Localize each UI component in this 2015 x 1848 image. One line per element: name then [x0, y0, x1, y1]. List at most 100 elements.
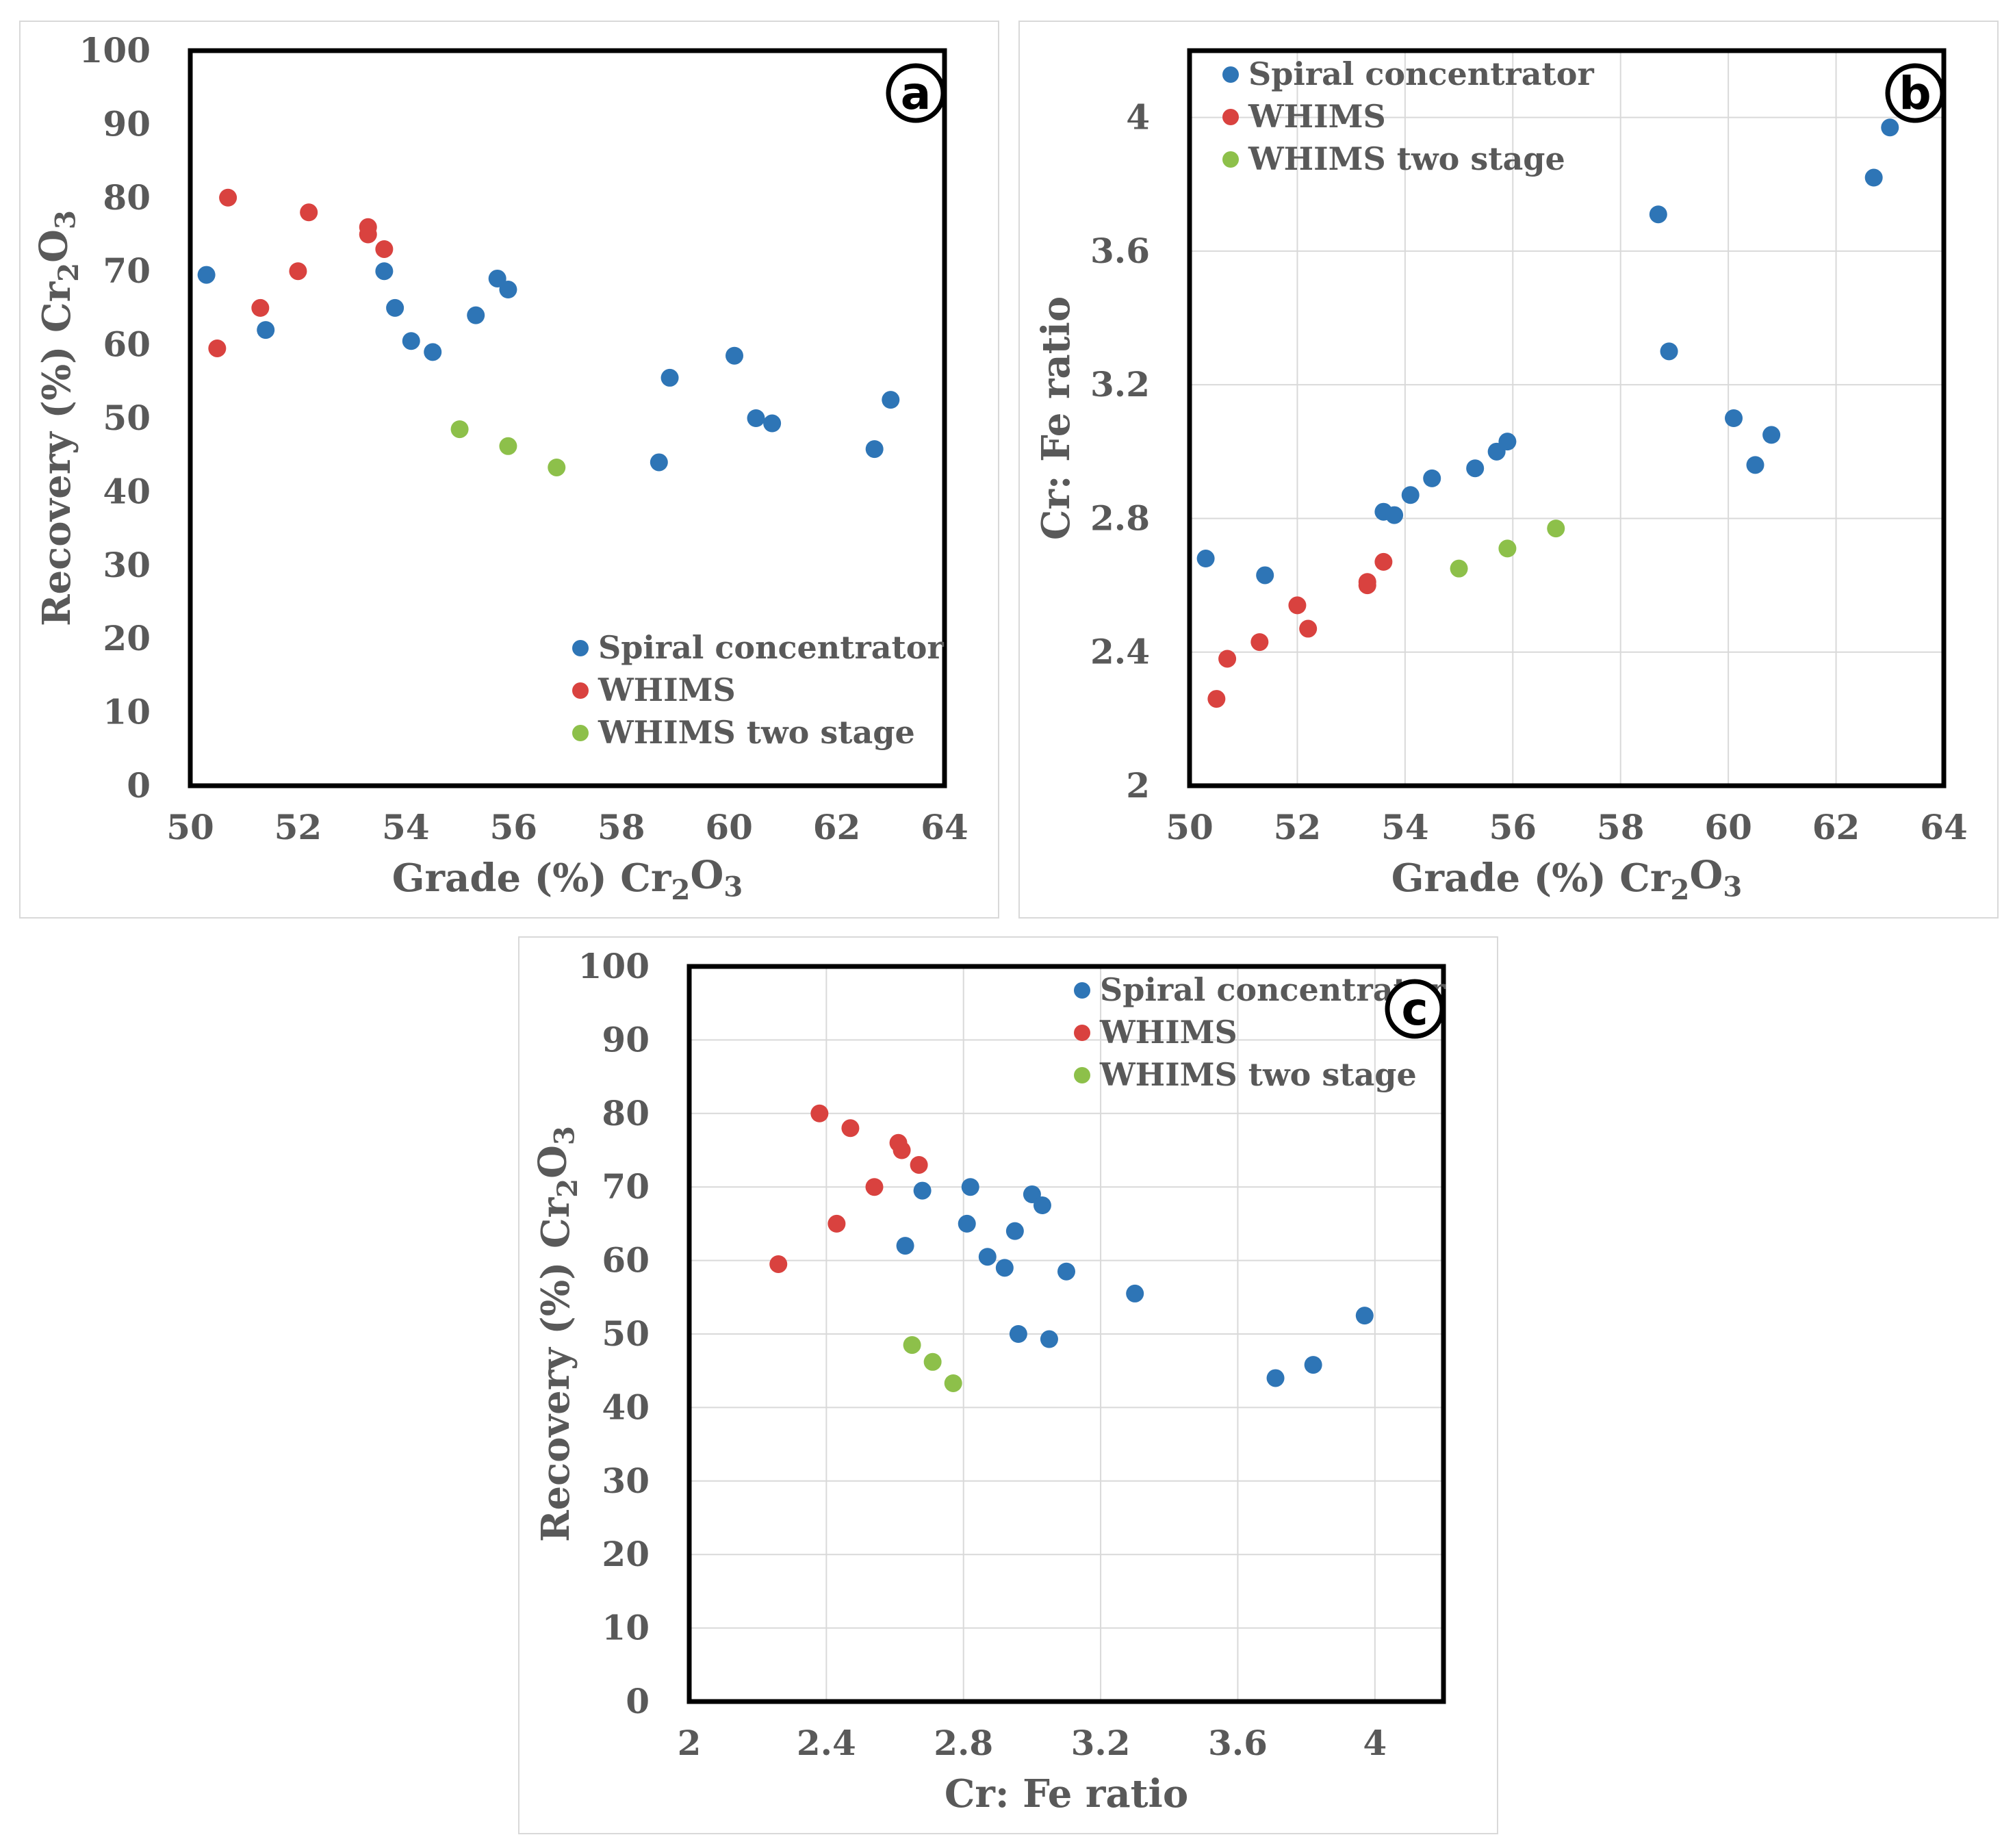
data-point-whims: [1374, 552, 1393, 571]
legend-marker: [572, 640, 589, 656]
y-tick-label: 2: [1126, 765, 1150, 806]
data-point-spiral: [375, 262, 394, 281]
y-tick-label: 10: [602, 1608, 650, 1648]
data-point-whims-two-stage: [944, 1374, 962, 1392]
panel-letter-badge: [1885, 63, 1945, 123]
data-point-whims: [810, 1104, 829, 1122]
data-point-whims: [300, 203, 318, 222]
legend-label: WHIMS: [598, 671, 736, 708]
data-point-spiral: [1423, 469, 1441, 487]
x-tick-label: 56: [1489, 807, 1537, 847]
panel-letter: a: [901, 67, 932, 120]
x-tick-label: 2.4: [797, 1723, 856, 1763]
chart-panel-c: 2 2.4 2.8 3.2 3.6 4 0 10 20 30 40 50 60 70 80 90 100 Cr: …: [518, 936, 1498, 1834]
data-point-whims-two-stage: [499, 437, 517, 455]
y-tick-label: 30: [602, 1461, 650, 1501]
x-axis-title: Grade (%) Cr2O3: [392, 852, 743, 906]
data-point-spiral: [1649, 205, 1667, 224]
x-tick-label: 60: [1704, 807, 1752, 847]
data-point-whims-two-stage: [1547, 519, 1565, 538]
x-axis-title: Grade (%) Cr2O3: [1391, 852, 1743, 906]
data-point-whims-two-stage: [903, 1336, 921, 1355]
legend-marker: [572, 682, 589, 699]
data-point-spiral: [467, 306, 485, 324]
x-tick-label: 58: [598, 807, 645, 847]
y-tick-label: 30: [103, 545, 151, 585]
y-tick-label: 0: [127, 765, 151, 806]
data-point-whims: [769, 1255, 788, 1273]
data-point-spiral: [402, 332, 420, 350]
chart-panel-a: 50 52 54 56 58 60 62 64 0 10 20 30 40 50 60 70 80 90 100 Gr…: [19, 21, 999, 919]
data-point-spiral: [424, 343, 442, 361]
y-tick-label: 20: [103, 618, 151, 658]
data-point-spiral: [1746, 456, 1764, 474]
y-tick-label: 3.2: [1090, 364, 1150, 405]
data-point-spiral: [763, 414, 782, 433]
y-tick-label: 60: [103, 324, 151, 365]
x-tick-label: 52: [274, 807, 322, 847]
data-point-spiral: [1401, 486, 1420, 504]
data-point-spiral: [1005, 1222, 1024, 1240]
x-tick-label: 3.6: [1208, 1723, 1268, 1763]
data-point-spiral: [1498, 433, 1517, 451]
data-point-whims: [359, 225, 377, 244]
y-tick-label: 2.8: [1090, 498, 1150, 538]
x-tick-label: 2.8: [934, 1723, 993, 1763]
data-point-spiral: [747, 409, 765, 427]
data-point-whims: [289, 262, 307, 281]
x-tick-label: 64: [921, 807, 968, 847]
data-point-spiral: [660, 368, 679, 387]
panel-letter-badge: [1385, 979, 1445, 1039]
chart-panel-b: 50 52 54 56 58 60 62 64 2 2.4 2.8 3.2 3.6 4 Grade (%) …: [1018, 21, 1999, 919]
legend-label: WHIMS: [1099, 1014, 1237, 1051]
data-point-whims: [1299, 619, 1318, 638]
data-point-spiral: [650, 453, 668, 472]
data-point-spiral: [896, 1237, 914, 1255]
data-point-spiral: [488, 269, 506, 287]
data-point-whims-two-stage: [1450, 559, 1468, 578]
y-tick-label: 100: [79, 30, 151, 70]
legend-marker: [1074, 1067, 1090, 1083]
data-point-spiral: [961, 1178, 979, 1196]
data-point-whims: [1207, 690, 1226, 708]
y-tick-label: 60: [602, 1240, 650, 1281]
data-point-whims: [910, 1155, 928, 1174]
legend: Spiral concentrator WHIMS WHIMS two stage: [572, 629, 944, 751]
legend-marker: [572, 725, 589, 741]
data-point-whims-two-stage: [1498, 539, 1517, 558]
x-tick-label: 2: [678, 1723, 702, 1763]
data-point-spiral: [1009, 1325, 1027, 1343]
x-tick-label: 60: [705, 807, 753, 847]
data-point-spiral: [257, 321, 275, 339]
legend-label: WHIMS two stage: [598, 714, 915, 751]
y-axis-title: Cr: Fe ratio: [1034, 296, 1079, 540]
data-point-spiral: [913, 1181, 932, 1200]
legend-label: WHIMS two stage: [1099, 1056, 1417, 1093]
data-point-whims: [893, 1141, 911, 1159]
data-point-spiral: [1040, 1330, 1058, 1348]
plot-area-frame: [188, 48, 947, 788]
y-tick-label: 100: [578, 946, 650, 986]
data-point-spiral: [1033, 1196, 1051, 1215]
legend-marker: [1222, 109, 1239, 125]
data-point-whims: [208, 339, 227, 357]
legend-label: Spiral concentrator: [1248, 55, 1594, 92]
x-tick-label: 56: [489, 807, 537, 847]
y-tick-label: 70: [602, 1166, 650, 1207]
plot-area-frame: [686, 964, 1446, 1704]
data-point-spiral: [1304, 1356, 1322, 1374]
scatter-chart-a: 50 52 54 56 58 60 62 64 0 10 20 30 40 50 60 70 80 90 100 Gr…: [31, 30, 968, 906]
y-tick-label: 2.4: [1090, 632, 1150, 672]
data-point-whims: [1288, 596, 1307, 615]
data-point-spiral: [865, 440, 884, 459]
data-point-spiral: [1725, 409, 1743, 427]
panel-letter: c: [1401, 983, 1428, 1036]
legend-label: Spiral concentrator: [598, 629, 944, 666]
panel-letter: b: [1899, 67, 1931, 120]
data-point-spiral: [1660, 342, 1678, 361]
data-point-whims: [865, 1178, 884, 1196]
y-tick-label: 80: [602, 1093, 650, 1133]
data-point-spiral: [1266, 1369, 1285, 1387]
